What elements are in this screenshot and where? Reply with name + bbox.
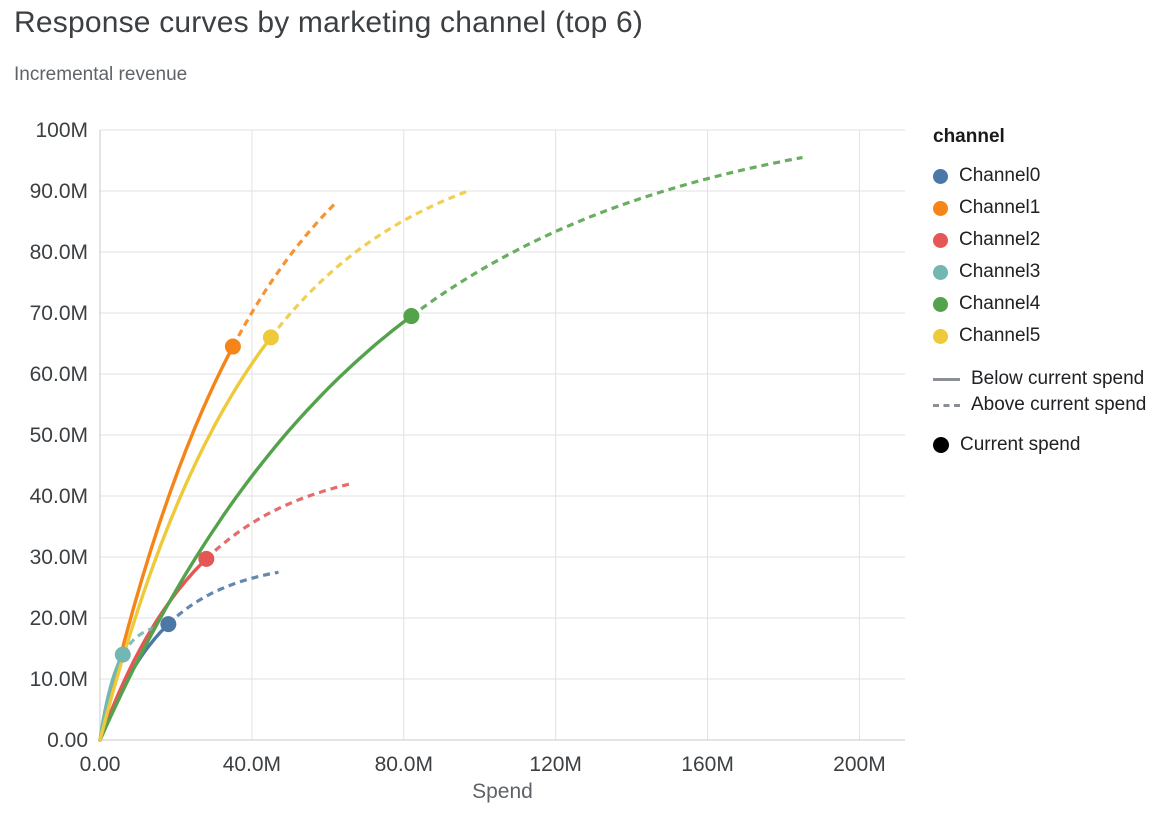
curve-above-current-Channel2 bbox=[205, 482, 351, 560]
y-tick-label-30: 30.0M bbox=[30, 546, 88, 569]
curve-above-current-Channel1 bbox=[231, 202, 337, 348]
legend-style-label: Below current spend bbox=[971, 368, 1145, 389]
legend-swatch-Channel5 bbox=[933, 328, 948, 344]
y-tick-label-60: 60.0M bbox=[30, 363, 88, 386]
legend-label-Channel1: Channel1 bbox=[959, 197, 1041, 218]
current-spend-point-Channel3 bbox=[114, 646, 131, 663]
chart-subtitle: Incremental revenue bbox=[14, 64, 188, 85]
y-tick-label-20: 20.0M bbox=[30, 607, 88, 630]
legend-swatch-Channel2 bbox=[933, 232, 948, 248]
legend-channel-list: Channel0 Channel1 Channel2 Channel3 Channel4… bbox=[933, 160, 1161, 352]
x-axis-title: Spend bbox=[472, 780, 533, 803]
legend-style-label: Above current spend bbox=[971, 394, 1147, 415]
current-spend-point-Channel1 bbox=[224, 338, 241, 355]
curve-below-current-Channel2 bbox=[98, 557, 208, 742]
x-tick-label-0: 0.00 bbox=[80, 753, 121, 776]
y-tick-label-90: 90.0M bbox=[30, 180, 88, 203]
current-spend-point-Channel4 bbox=[403, 308, 420, 325]
x-tick-label-160: 160M bbox=[681, 753, 734, 776]
x-tick-label-40: 40.0M bbox=[223, 753, 281, 776]
y-tick-label-40: 40.0M bbox=[30, 485, 88, 508]
legend-label-Channel0: Channel0 bbox=[959, 165, 1041, 186]
legend-style-above-current-spend: Above current spend bbox=[933, 392, 1161, 418]
y-tick-label-10: 10.0M bbox=[30, 668, 88, 691]
legend-item-Channel1[interactable]: Channel1 bbox=[933, 192, 1161, 224]
current-spend-point-Channel0 bbox=[160, 616, 177, 633]
legend-label-Channel4: Channel4 bbox=[959, 293, 1041, 314]
legend-label-Channel2: Channel2 bbox=[959, 229, 1041, 250]
legend-style-below-current-spend: Below current spend bbox=[933, 366, 1161, 392]
legend-item-Channel2[interactable]: Channel2 bbox=[933, 224, 1161, 256]
y-tick-label-50: 50.0M bbox=[30, 424, 88, 447]
curve-below-current-Channel5 bbox=[98, 335, 273, 742]
y-tick-label-0: 0.00 bbox=[47, 729, 88, 752]
legend-style-label: Current spend bbox=[960, 434, 1081, 455]
legend-label-Channel3: Channel3 bbox=[959, 261, 1041, 282]
y-tick-label-100: 100M bbox=[35, 119, 88, 142]
chart-title: Response curves by marketing channel (to… bbox=[14, 6, 644, 39]
legend-title: channel bbox=[933, 126, 1005, 147]
curve-below-current-Channel3 bbox=[98, 652, 125, 742]
x-tick-label-80: 80.0M bbox=[375, 753, 433, 776]
curve-above-current-Channel0 bbox=[167, 570, 279, 626]
legend-style-current-spend: Current spend bbox=[933, 430, 1161, 460]
curve-below-current-Channel4 bbox=[98, 314, 414, 742]
curve-above-current-Channel5 bbox=[269, 189, 469, 339]
curve-below-current-Channel1 bbox=[98, 344, 235, 742]
legend-item-Channel5[interactable]: Channel5 bbox=[933, 320, 1161, 352]
solid-line-icon bbox=[933, 377, 960, 381]
legend-swatch-Channel1 bbox=[933, 200, 948, 216]
curve-above-current-Channel4 bbox=[410, 155, 803, 318]
legend-swatch-Channel4 bbox=[933, 296, 948, 312]
legend-item-Channel0[interactable]: Channel0 bbox=[933, 160, 1161, 192]
x-tick-label-120: 120M bbox=[529, 753, 582, 776]
x-tick-label-200: 200M bbox=[833, 753, 886, 776]
legend-item-Channel4[interactable]: Channel4 bbox=[933, 288, 1161, 320]
current-spend-point-Channel2 bbox=[198, 550, 215, 567]
legend-label-Channel5: Channel5 bbox=[959, 325, 1041, 346]
y-tick-label-80: 80.0M bbox=[30, 241, 88, 264]
legend: channel Channel0 Channel1 Channel2 Channel3… bbox=[933, 126, 1161, 460]
legend-swatch-Channel0 bbox=[933, 168, 948, 184]
dashed-line-icon bbox=[933, 403, 960, 407]
dot-icon bbox=[933, 437, 949, 453]
curve-above-current-Channel3 bbox=[121, 625, 158, 656]
legend-item-Channel3[interactable]: Channel3 bbox=[933, 256, 1161, 288]
y-tick-label-70: 70.0M bbox=[30, 302, 88, 325]
legend-style-list: Below current spend Above current spend Cu… bbox=[933, 366, 1161, 460]
current-spend-point-Channel5 bbox=[262, 329, 279, 346]
legend-swatch-Channel3 bbox=[933, 264, 948, 280]
